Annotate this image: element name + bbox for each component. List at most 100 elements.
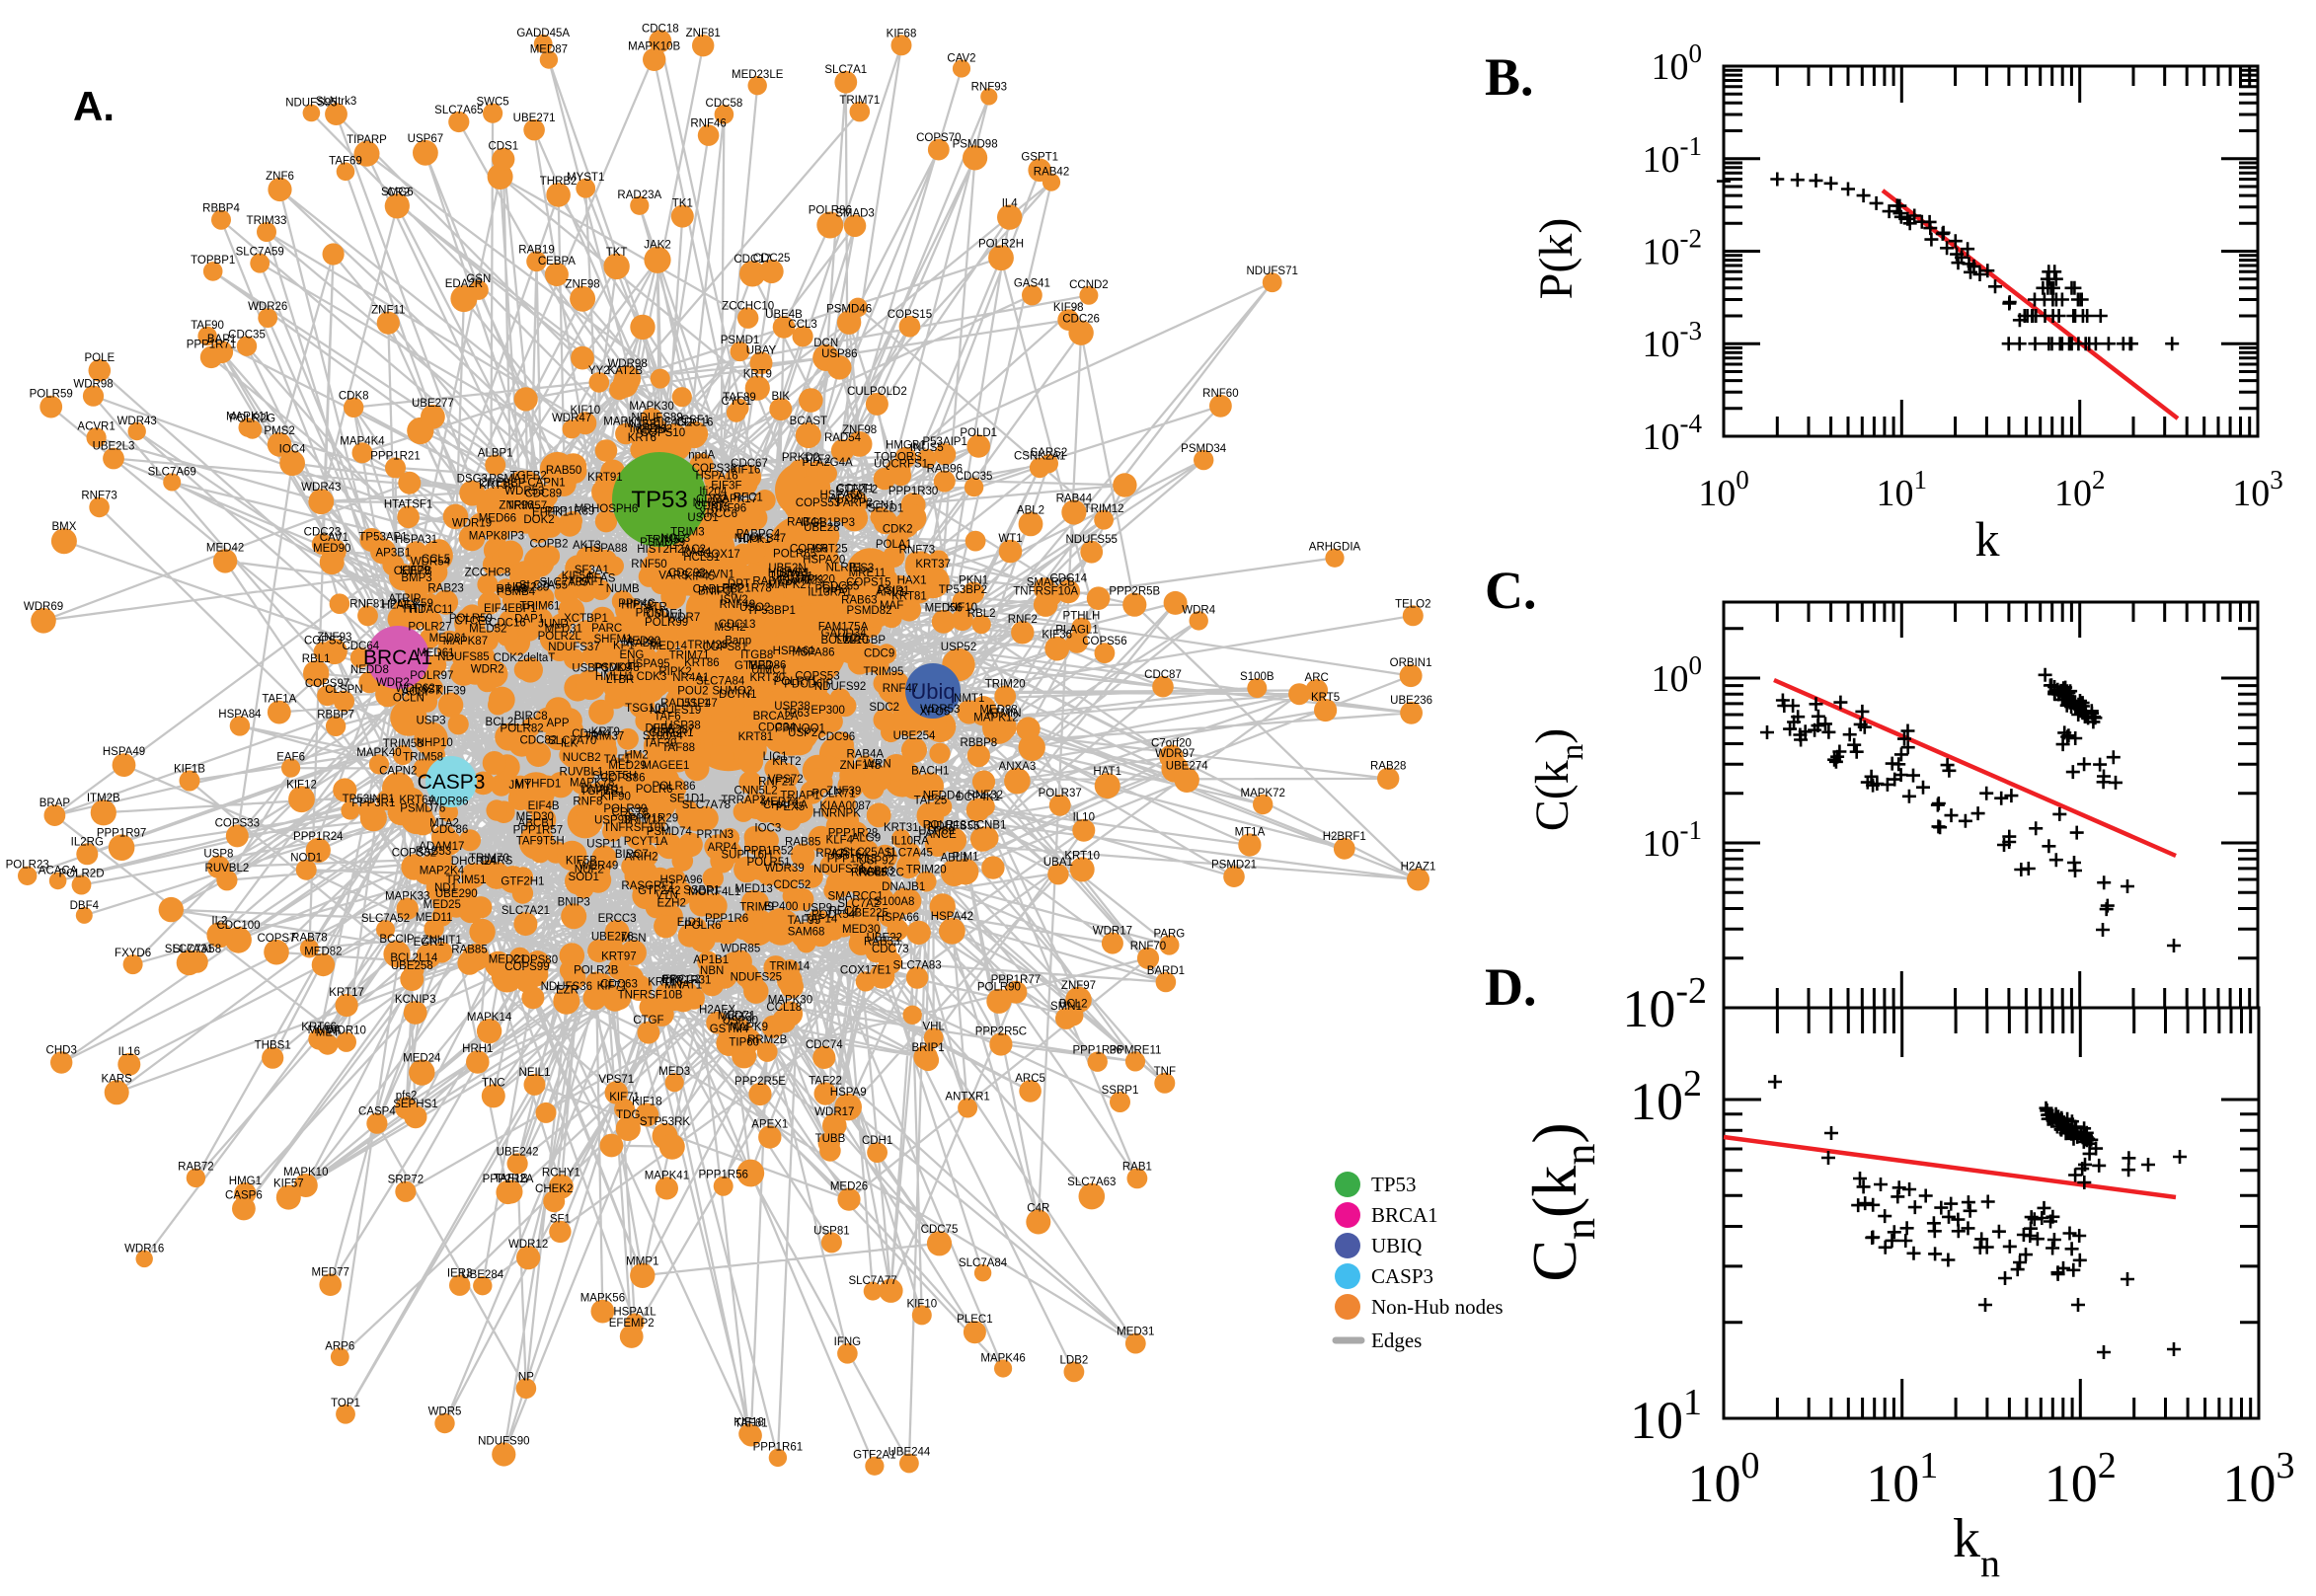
svg-text:TRIM3: TRIM3 (670, 527, 705, 539)
svg-text:RNF73: RNF73 (81, 491, 116, 502)
svg-text:RAB44: RAB44 (1056, 493, 1093, 504)
svg-text:USP92: USP92 (859, 855, 894, 867)
svg-text:CDK5R1: CDK5R1 (649, 727, 693, 739)
svg-text:KIAA0087: KIAA0087 (819, 800, 871, 812)
svg-text:POU2: POU2 (677, 685, 708, 697)
svg-text:C4R: C4R (1027, 1203, 1049, 1215)
svg-text:WT1: WT1 (998, 533, 1022, 545)
svg-text:RBBP7: RBBP7 (317, 710, 354, 722)
svg-text:KIF39: KIF39 (435, 686, 466, 698)
svg-text:HIST2H2AC2: HIST2H2AC2 (637, 544, 706, 556)
svg-text:SMAD3: SMAD3 (835, 208, 875, 220)
svg-text:MED25: MED25 (424, 899, 461, 911)
svg-text:RNF81: RNF81 (349, 599, 385, 611)
svg-text:CDK2deltaT: CDK2deltaT (494, 652, 556, 664)
svg-text:MAF: MAF (880, 600, 903, 612)
svg-text:PMS2: PMS2 (264, 425, 294, 437)
svg-text:BCAST: BCAST (790, 416, 827, 427)
svg-text:PLEC1: PLEC1 (957, 1314, 992, 1326)
svg-text:GADD45A: GADD45A (516, 28, 570, 39)
svg-text:MAPK10B: MAPK10B (628, 41, 680, 53)
svg-text:UBE28: UBE28 (804, 522, 839, 534)
svg-text:MRE11: MRE11 (849, 568, 887, 579)
svg-text:NLRP2: NLRP2 (693, 497, 730, 509)
svg-text:SE2D1: SE2D1 (868, 503, 903, 515)
svg-text:COPS70: COPS70 (916, 132, 961, 144)
svg-text:POLR6: POLR6 (636, 784, 673, 796)
svg-text:CAV1: CAV1 (320, 532, 348, 544)
svg-text:MRGBP: MRGBP (844, 635, 887, 646)
svg-text:BRCA1: BRCA1 (1371, 1203, 1438, 1227)
svg-text:KIF10: KIF10 (570, 405, 600, 417)
svg-text:KIF12: KIF12 (286, 779, 317, 791)
svg-text:KRT81: KRT81 (738, 731, 774, 743)
svg-text:COPS6: COPS6 (790, 544, 828, 556)
svg-text:WDR96: WDR96 (428, 797, 468, 808)
svg-text:CCL5: CCL5 (422, 554, 450, 566)
svg-text:MAPK30: MAPK30 (768, 995, 812, 1007)
svg-text:HRH1: HRH1 (462, 1043, 493, 1055)
svg-text:XCTBP1: XCTBP1 (564, 613, 608, 625)
svg-text:POLR2H: POLR2H (978, 238, 1024, 250)
svg-text:ABL1: ABL1 (941, 853, 968, 865)
svg-text:KIF80: KIF80 (637, 423, 667, 435)
svg-text:TAF39: TAF39 (644, 738, 677, 750)
svg-text:PRTN3: PRTN3 (697, 829, 734, 841)
svg-text:KLF4: KLF4 (826, 835, 854, 847)
svg-text:IFNG: IFNG (834, 1336, 862, 1348)
svg-text:IL10: IL10 (1073, 812, 1095, 824)
svg-text:USP47: USP47 (681, 698, 717, 710)
svg-text:PSMB4: PSMB4 (497, 586, 536, 598)
svg-text:CDC2: CDC2 (696, 494, 727, 506)
svg-text:ALBP1: ALBP1 (478, 448, 513, 460)
svg-text:KRT10: KRT10 (1064, 851, 1100, 863)
svg-text:UBE277: UBE277 (412, 398, 454, 410)
svg-text:CSF1: CSF1 (681, 415, 710, 426)
svg-text:101: 101 (1866, 1445, 1938, 1513)
svg-text:CDC87: CDC87 (1144, 669, 1182, 681)
svg-text:CLSPN: CLSPN (325, 684, 362, 696)
svg-text:WDR98: WDR98 (607, 358, 647, 370)
svg-text:HSPA86: HSPA86 (792, 647, 834, 659)
svg-text:KIF24: KIF24 (834, 633, 865, 645)
svg-text:KIF54: KIF54 (562, 570, 592, 582)
svg-text:UBE284: UBE284 (461, 1269, 503, 1281)
svg-text:pfs2: pfs2 (396, 1090, 418, 1102)
svg-text:H2BRF1: H2BRF1 (1323, 831, 1366, 843)
svg-text:BRAP: BRAP (39, 798, 71, 809)
svg-text:CDC35: CDC35 (228, 330, 266, 342)
svg-text:TOPBP1: TOPBP1 (191, 255, 235, 266)
svg-text:HMGB1: HMGB1 (886, 440, 926, 452)
svg-text:102: 102 (1630, 1063, 1702, 1131)
svg-text:RAB1: RAB1 (1122, 1162, 1152, 1174)
svg-text:PPP1R29: PPP1R29 (629, 813, 679, 825)
svg-text:PPP1R57: PPP1R57 (513, 825, 564, 837)
svg-text:CTGF: CTGF (633, 1015, 663, 1026)
svg-text:UBE2N: UBE2N (768, 563, 806, 574)
svg-text:PPP1R28: PPP1R28 (828, 828, 879, 840)
svg-text:WDR97: WDR97 (1155, 748, 1195, 760)
svg-text:RAB53: RAB53 (416, 846, 451, 858)
svg-text:PTHLH: PTHLH (1063, 611, 1101, 623)
svg-text:SYVN1: SYVN1 (697, 570, 734, 581)
svg-text:POLR59: POLR59 (30, 389, 73, 401)
svg-text:TP53BP1: TP53BP1 (747, 605, 796, 617)
svg-text:PSIP1: PSIP1 (878, 585, 910, 597)
svg-text:ACVR1: ACVR1 (77, 420, 115, 432)
svg-text:ZNF39: ZNF39 (826, 786, 861, 798)
svg-text:POLR18: POLR18 (923, 820, 966, 832)
svg-text:PSMD29: PSMD29 (640, 537, 685, 549)
svg-text:RNF32: RNF32 (967, 790, 1003, 801)
svg-text:NOL3: NOL3 (660, 533, 690, 545)
svg-text:VPS72: VPS72 (768, 774, 804, 786)
svg-text:S100A8: S100A8 (875, 896, 915, 908)
svg-text:WDR43: WDR43 (301, 482, 341, 494)
svg-text:RAB28: RAB28 (1370, 761, 1406, 773)
svg-text:CDC65: CDC65 (822, 580, 860, 592)
svg-text:KRT2: KRT2 (772, 756, 801, 768)
svg-text:APEX1: APEX1 (751, 1118, 788, 1130)
svg-text:CDC89: CDC89 (524, 489, 562, 500)
svg-text:IL2RG: IL2RG (71, 836, 104, 848)
svg-text:TRIM9: TRIM9 (739, 902, 774, 914)
svg-text:ITM2B: ITM2B (87, 793, 120, 804)
